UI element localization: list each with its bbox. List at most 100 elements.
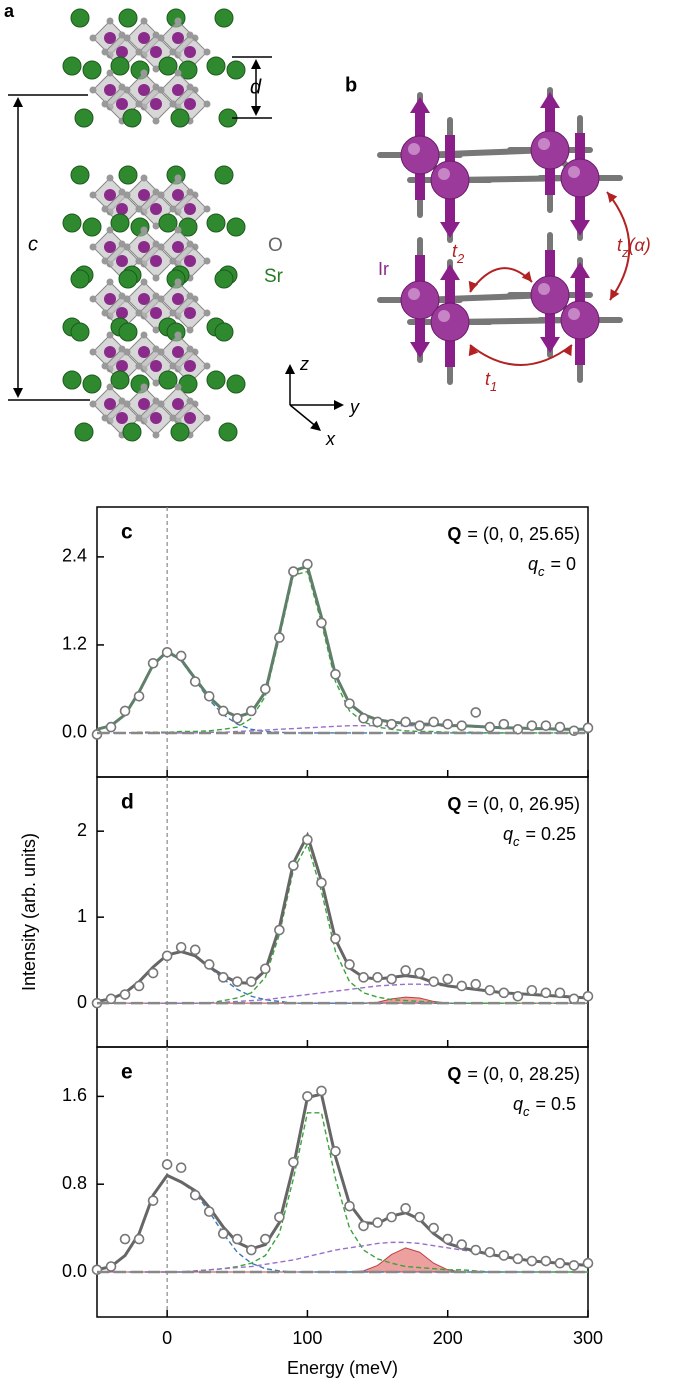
plot-frame	[96, 506, 589, 778]
oxygen	[174, 174, 182, 182]
qc-annotation: qc = 0.5	[513, 1094, 576, 1119]
data-point	[175, 650, 187, 662]
qc-symbol: q	[528, 554, 538, 574]
plot-frame	[96, 776, 589, 1048]
data-point	[246, 976, 257, 987]
strontium	[118, 322, 138, 342]
strontium	[206, 213, 226, 233]
data-point	[288, 1156, 299, 1168]
panel-label: b	[345, 74, 357, 96]
data-point	[442, 1233, 454, 1245]
oxygen	[174, 331, 182, 339]
strontium	[214, 8, 234, 28]
y-tick-label: 2.4	[62, 546, 87, 566]
component-line	[97, 842, 588, 1004]
oxygen	[135, 205, 143, 213]
data-point	[105, 1261, 117, 1272]
iridium	[172, 241, 184, 253]
data-point	[526, 720, 538, 731]
iridium	[104, 32, 116, 44]
oxygen	[101, 309, 109, 317]
data-point	[414, 1211, 425, 1223]
data-point	[161, 950, 173, 962]
ir-atom	[430, 160, 470, 200]
axis-label: x	[325, 429, 336, 449]
symbol: t	[617, 235, 623, 255]
strontium	[122, 422, 142, 442]
ir-atom	[430, 302, 470, 342]
oxygen	[123, 34, 131, 42]
oxygen	[123, 86, 131, 94]
arrowhead	[521, 271, 532, 282]
iridium	[116, 203, 128, 215]
axis-label: y	[348, 397, 360, 417]
oxygen	[174, 383, 182, 391]
data-point	[302, 558, 313, 570]
strontium	[82, 217, 102, 237]
data-point	[288, 566, 299, 577]
data-point	[386, 973, 397, 985]
iridium	[184, 412, 196, 424]
highlight	[408, 288, 420, 300]
data-point	[428, 976, 439, 987]
iridium	[172, 189, 184, 201]
oxygen	[186, 31, 194, 39]
data-point	[540, 720, 552, 731]
oxygen	[89, 191, 97, 199]
panel-label: e	[121, 1061, 133, 1084]
data-point	[231, 1233, 243, 1245]
data-point	[316, 1085, 327, 1097]
argument: (α)	[629, 235, 651, 255]
strontium	[122, 108, 142, 128]
data-point	[386, 1211, 397, 1223]
strontium	[70, 322, 90, 342]
strontium	[110, 370, 130, 390]
iridium	[150, 46, 162, 58]
ir-atom	[400, 135, 440, 175]
oxygen	[101, 48, 109, 56]
lattice-diagram	[377, 87, 631, 385]
x-tick-label: 0	[162, 1328, 172, 1348]
data-point	[105, 993, 117, 1005]
fit-line	[96, 1092, 589, 1272]
q-symbol: Q	[447, 794, 461, 814]
fit-line	[96, 831, 589, 1003]
plot-frame	[96, 1046, 589, 1318]
data-point	[302, 1091, 313, 1102]
oxygen	[203, 257, 211, 265]
strontium	[158, 56, 178, 76]
oxygen	[203, 414, 211, 422]
data-point	[372, 972, 383, 983]
iridium	[138, 293, 150, 305]
highlight	[538, 283, 550, 295]
q-annotation: Q = (0, 0, 26.95)	[447, 794, 580, 814]
strontium	[158, 213, 178, 233]
subscript: 2	[456, 251, 465, 266]
data-point	[274, 632, 285, 643]
oxygen	[203, 100, 211, 108]
data-point	[330, 933, 341, 944]
iridium	[138, 398, 150, 410]
qc-value: = 0	[550, 554, 576, 574]
tz-label: tz(α)	[617, 235, 651, 260]
oxygen	[123, 243, 131, 251]
iridium	[104, 84, 116, 96]
data-point	[554, 987, 566, 999]
iridium	[184, 46, 196, 58]
oxygen	[186, 345, 194, 353]
data-point	[442, 718, 454, 730]
data-point	[288, 860, 299, 871]
iridium	[184, 255, 196, 267]
qc-subscript: c	[523, 1104, 530, 1119]
oxygen	[123, 191, 131, 199]
bond	[417, 292, 553, 303]
data-point	[302, 834, 313, 846]
oxygen	[174, 17, 182, 25]
strontium	[214, 269, 234, 289]
data-point	[133, 1233, 145, 1245]
moment-head	[540, 92, 560, 108]
strontium	[226, 374, 246, 394]
data-point	[498, 1250, 510, 1261]
oxygen	[106, 383, 114, 391]
qc-symbol: q	[503, 824, 513, 844]
